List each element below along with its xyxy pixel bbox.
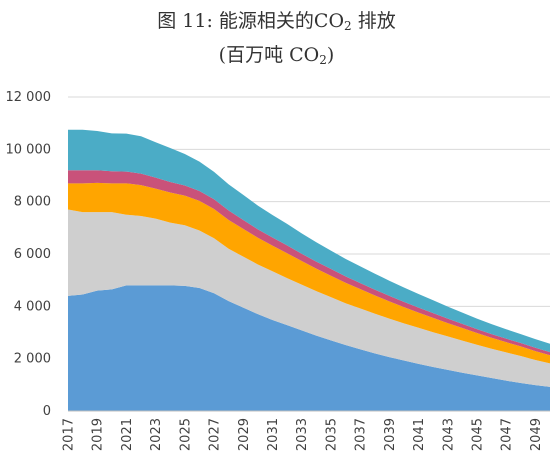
y-tick-label: 8 000 — [14, 195, 51, 210]
y-axis-tick-labels: 0 2 000 4 000 6 000 8 000 10 000 12 000 — [6, 90, 52, 419]
y-tick-label: 2 000 — [14, 352, 51, 367]
area-series — [68, 129, 550, 411]
x-tick-label: 2035 — [324, 418, 339, 451]
area-series-3 — [68, 182, 550, 364]
x-tick-label: 2047 — [500, 418, 515, 451]
x-tick-label: 2019 — [91, 418, 106, 451]
chart-title-line2: (百万吨 CO2) — [218, 44, 335, 67]
y-tick-label: 12 000 — [6, 90, 52, 105]
x-tick-label: 2039 — [383, 418, 398, 451]
x-tick-label: 2045 — [470, 418, 485, 451]
y-tick-label: 4 000 — [14, 299, 51, 314]
x-tick-label: 2021 — [120, 418, 135, 451]
area-series-1 — [68, 285, 550, 411]
chart-title-line1: 图 11: 能源相关的CO2 排放 — [157, 10, 396, 33]
x-tick-label: 2023 — [149, 418, 164, 451]
area-series-5 — [68, 129, 550, 353]
x-tick-label: 2029 — [237, 418, 252, 451]
x-tick-label: 2033 — [295, 418, 310, 451]
x-axis-tick-labels: 2017 2019 2021 2023 2025 2027 2029 2031 2033 2035… — [62, 418, 544, 451]
x-tick-label: 2025 — [178, 418, 193, 451]
area-series-4 — [68, 170, 550, 356]
area-series-2 — [68, 209, 550, 387]
x-tick-label: 2041 — [412, 418, 427, 451]
x-tick-label: 2031 — [266, 418, 281, 451]
y-tick-label: 10 000 — [6, 142, 52, 157]
x-tick-label: 2017 — [62, 418, 77, 451]
x-tick-label: 2037 — [354, 418, 369, 451]
x-tick-label: 2027 — [208, 418, 223, 451]
x-tick-label: 2049 — [529, 418, 544, 451]
x-tick-label: 2043 — [441, 418, 456, 451]
y-tick-label: 0 — [43, 404, 51, 419]
y-tick-label: 6 000 — [14, 247, 51, 262]
